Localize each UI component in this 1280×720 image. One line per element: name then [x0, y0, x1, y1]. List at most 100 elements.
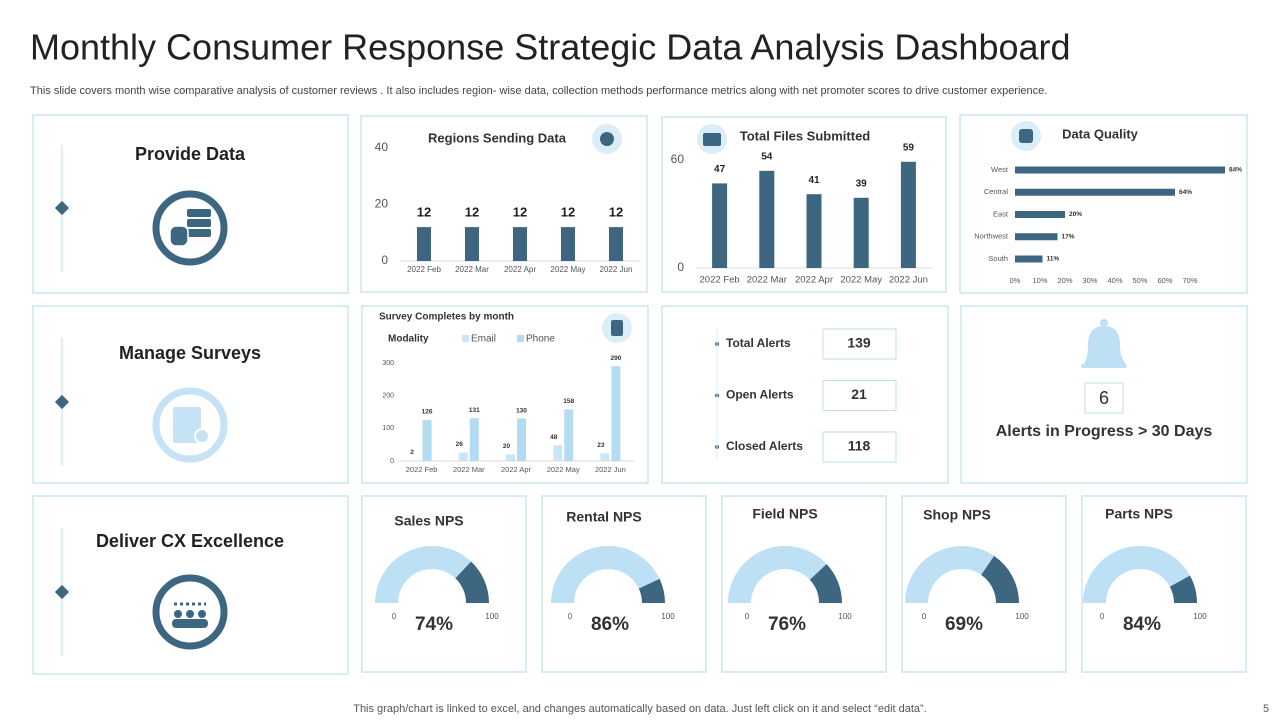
x-tick-label: 10% [1032, 276, 1047, 285]
value-label: 131 [469, 407, 480, 414]
x-tick-label: 2022 Apr [504, 265, 536, 274]
x-tick-label: 2022 Feb [406, 465, 438, 474]
header-icons [592, 121, 1041, 343]
panel [959, 114, 1248, 294]
x-tick-label: 2022 May [550, 265, 585, 274]
gauge-title: Field NPS [752, 506, 817, 522]
legend-swatch [517, 335, 524, 342]
bar [900, 161, 916, 268]
icon-survey [152, 387, 228, 463]
x-tick-label: 60% [1157, 276, 1172, 285]
gauge-value-label: 74% [415, 614, 453, 635]
y-tick-label: South [988, 254, 1008, 263]
gauge-rest [809, 563, 842, 603]
alert-label: Open Alerts [726, 388, 794, 402]
bar [806, 194, 822, 268]
gauge-rest [455, 561, 489, 603]
gauge-value [905, 546, 995, 603]
gauge-max: 100 [1193, 612, 1207, 621]
x-tick-label: 2022 Feb [407, 265, 441, 274]
x-tick-label: 0% [1010, 276, 1021, 285]
chart-title: Survey Completes by month [379, 312, 514, 323]
value-label: 48 [550, 434, 558, 441]
bar [506, 454, 515, 461]
bar [458, 452, 468, 461]
y-tick-label: East [993, 209, 1009, 218]
legend-title: Modality [388, 334, 429, 345]
value-label: 47 [714, 164, 726, 175]
alert-box [822, 431, 897, 463]
icon-part [187, 229, 211, 237]
gauge-rest [981, 555, 1019, 603]
value-label: 11% [1047, 256, 1060, 263]
icon-glyph [703, 133, 721, 146]
bar [853, 197, 869, 268]
value-label: 41 [808, 175, 820, 186]
x-tick-label: 2022 Apr [795, 275, 833, 286]
x-tick-label: 2022 Mar [455, 265, 489, 274]
x-tick-label: 2022 Mar [453, 465, 485, 474]
bell-part [1084, 326, 1126, 364]
page-number: 5 [1263, 703, 1269, 715]
icon-part [198, 610, 206, 618]
value-label: 12 [561, 205, 575, 220]
panel [32, 114, 349, 294]
bar [1015, 255, 1043, 263]
gauge-value [1083, 545, 1190, 603]
bar [1015, 166, 1225, 174]
value-label: 26 [456, 441, 464, 448]
icon-ring [152, 190, 228, 266]
value-label: 12 [465, 205, 479, 220]
x-tick-label: 70% [1182, 276, 1197, 285]
value-label: 23 [597, 442, 605, 449]
y-tick-label: Central [984, 187, 1009, 196]
gauge-max: 100 [838, 612, 852, 621]
gauge-value [728, 546, 827, 603]
value-label: 158 [563, 398, 574, 405]
bar [422, 419, 432, 461]
bar [1015, 188, 1175, 196]
bell [1081, 319, 1127, 368]
chart-title: Total Files Submitted [740, 128, 871, 143]
value-label: 12 [417, 205, 431, 220]
footer-note: This graph/chart is linked to excel, and… [353, 703, 927, 715]
panel [661, 305, 949, 484]
alert-box [822, 380, 897, 411]
y-tick-label: 0 [381, 253, 388, 267]
value-label: 84% [1229, 167, 1242, 174]
section-title: Deliver CX Excellence [96, 531, 284, 551]
icon-part [169, 225, 189, 247]
progress-box [1084, 382, 1124, 414]
bar [417, 227, 431, 261]
value-label: 12 [609, 205, 623, 220]
icon-part [194, 428, 210, 444]
y-tick-label: 0 [677, 260, 684, 274]
panel [32, 495, 349, 675]
bell-part [1100, 319, 1108, 327]
gauge-value-label: 86% [591, 614, 629, 635]
icon-ring [152, 387, 228, 463]
gauge-min: 0 [1100, 612, 1105, 621]
bar [465, 227, 479, 261]
bar [600, 453, 610, 461]
value-label: 20% [1069, 211, 1082, 218]
gauge-value-label: 69% [945, 614, 983, 635]
value-label: 39 [856, 178, 868, 189]
gauge-max: 100 [485, 612, 499, 621]
bar [561, 227, 575, 261]
icon-part [187, 209, 211, 217]
x-tick-label: 30% [1082, 276, 1097, 285]
value-label: 2 [410, 449, 414, 456]
value-label: 126 [422, 409, 433, 416]
gauge-max: 100 [1015, 612, 1029, 621]
alert-value: 21 [851, 386, 867, 402]
alert-label: Total Alerts [726, 336, 791, 350]
gauge-title: Sales NPS [394, 513, 463, 529]
section-title: Provide Data [135, 144, 246, 164]
icon-glyph [1019, 129, 1033, 143]
bar [553, 445, 563, 461]
y-tick-label: Northwest [974, 232, 1009, 241]
bar [609, 227, 623, 261]
diamond [54, 394, 70, 410]
y-tick-label: 60 [671, 152, 685, 166]
